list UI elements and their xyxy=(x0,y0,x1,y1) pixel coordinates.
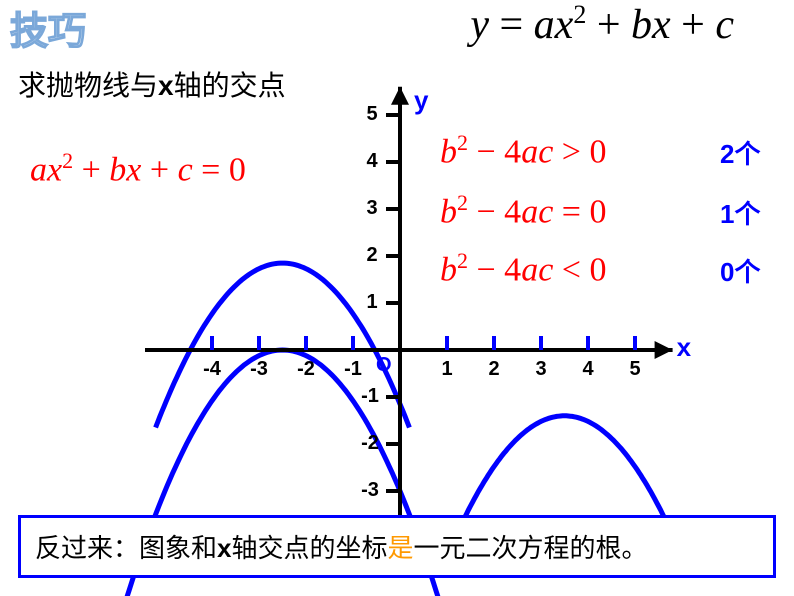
y-tick-label: 5 xyxy=(360,103,384,126)
x-tick-label: -2 xyxy=(291,358,321,381)
footer-highlight: 是 xyxy=(388,533,414,563)
x-axis-arrow xyxy=(655,341,673,359)
count-2: 0个 xyxy=(720,252,760,289)
discriminant-2: b2 − 4ac < 0 xyxy=(440,248,606,289)
discriminant-1: b2 − 4ac = 0 xyxy=(440,190,606,231)
x-tick-label: -4 xyxy=(197,358,227,381)
x-tick-label: -1 xyxy=(338,358,368,381)
y-tick-label: 1 xyxy=(360,291,384,314)
x-tick-label: 4 xyxy=(573,358,603,381)
footer-box: 反过来：图象和x轴交点的坐标是一元二次方程的根。 xyxy=(18,515,776,578)
y-tick-label: -2 xyxy=(356,432,384,455)
y-tick-label: 2 xyxy=(360,244,384,267)
origin-label: O xyxy=(376,354,392,377)
y-axis-label: y xyxy=(414,85,428,116)
y-tick-label: -3 xyxy=(356,479,384,502)
footer-mid: 轴交点的坐标 xyxy=(231,533,387,563)
x-tick-label: 3 xyxy=(526,358,556,381)
x-tick-label: -3 xyxy=(244,358,274,381)
count-1: 1个 xyxy=(720,194,760,231)
x-tick-label: 1 xyxy=(432,358,462,381)
y-axis-arrow xyxy=(391,87,409,105)
y-tick-label: 3 xyxy=(360,197,384,220)
footer-pre: 反过来：图象和 xyxy=(35,533,217,563)
x-tick-label: 5 xyxy=(620,358,650,381)
discriminant-0: b2 − 4ac > 0 xyxy=(440,130,606,171)
count-0: 2个 xyxy=(720,134,760,171)
footer-post: 一元二次方程的根。 xyxy=(414,533,648,563)
x-tick-label: 2 xyxy=(479,358,509,381)
coordinate-graph xyxy=(0,0,794,596)
y-tick-label: -1 xyxy=(356,385,384,408)
footer-x: x xyxy=(217,533,231,563)
y-tick-label: 4 xyxy=(360,150,384,173)
x-axis-label: x xyxy=(677,332,691,363)
